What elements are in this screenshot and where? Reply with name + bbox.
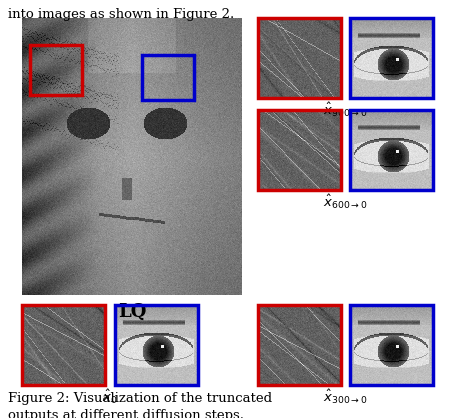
Bar bbox=[115, 305, 198, 385]
Bar bbox=[258, 110, 341, 190]
Text: LQ: LQ bbox=[118, 303, 146, 321]
Bar bbox=[22, 305, 105, 385]
Text: $\hat{x}_{300 \rightarrow 0}$: $\hat{x}_{300 \rightarrow 0}$ bbox=[323, 388, 368, 406]
Bar bbox=[350, 110, 433, 190]
Bar bbox=[142, 55, 194, 100]
Text: Figure 2: Visualization of the truncated
outputs at different diffusion steps.: Figure 2: Visualization of the truncated… bbox=[8, 392, 272, 418]
Bar bbox=[350, 18, 433, 98]
Text: $\hat{x}_{900 \rightarrow 0}$: $\hat{x}_{900 \rightarrow 0}$ bbox=[323, 101, 368, 119]
Text: $\hat{x}_0$: $\hat{x}_0$ bbox=[102, 388, 118, 406]
Bar bbox=[258, 18, 341, 98]
Bar bbox=[258, 305, 341, 385]
Bar bbox=[350, 305, 433, 385]
Bar bbox=[30, 45, 82, 95]
Text: $\hat{x}_{600 \rightarrow 0}$: $\hat{x}_{600 \rightarrow 0}$ bbox=[323, 193, 368, 211]
Text: into images as shown in Figure 2.: into images as shown in Figure 2. bbox=[8, 8, 234, 21]
